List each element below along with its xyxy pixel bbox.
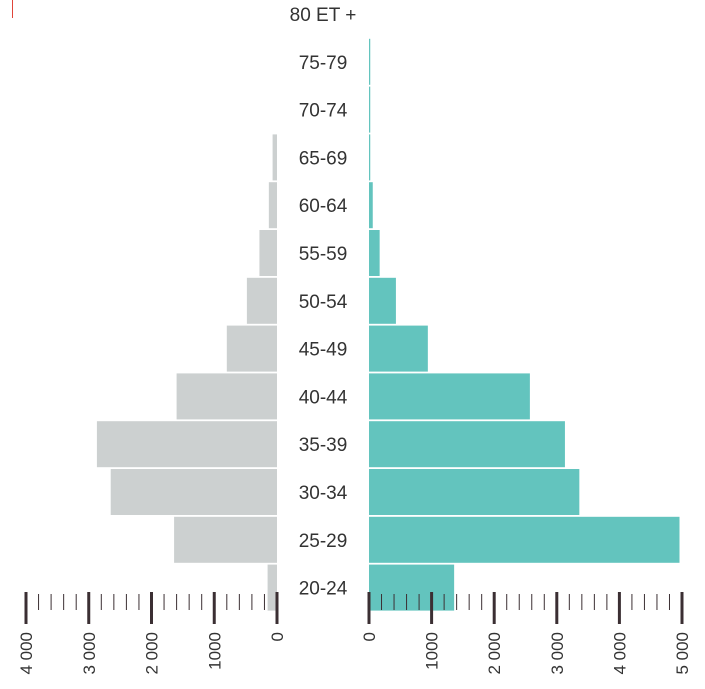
left-axis-tick-label: 4 000	[17, 632, 36, 675]
right-bar-30-34	[369, 469, 580, 515]
left-bar-55-59	[259, 230, 277, 276]
right-bar-60-64	[369, 182, 373, 229]
age-group-label: 25-29	[299, 531, 348, 552]
accent-mark	[12, 0, 13, 18]
left-bar-50-54	[246, 277, 277, 324]
age-group-label: 70-74	[299, 101, 348, 122]
age-group-label: 75-79	[299, 53, 348, 74]
right-bar-25-29	[369, 516, 680, 563]
right-bar-65-69	[369, 134, 371, 181]
age-group-label: 50-54	[299, 292, 348, 313]
left-bar-30-34	[110, 469, 278, 515]
right-bar-50-54	[369, 277, 396, 324]
left-axis-tick-label: 2 000	[143, 632, 162, 675]
right-bar-45-49	[369, 325, 428, 372]
age-group-label: 60-64	[299, 196, 348, 217]
right-bar-75-79	[369, 38, 371, 85]
age-group-label: 30-34	[299, 483, 348, 504]
age-group-label: 80 ET +	[290, 5, 357, 26]
right-axis-tick-label: 1000	[423, 632, 442, 670]
left-bar-45-49	[226, 325, 277, 372]
left-bar-25-29	[174, 516, 277, 563]
left-bar-60-64	[268, 182, 277, 229]
age-group-label: 20-24	[299, 579, 348, 600]
age-group-label: 35-39	[299, 435, 348, 456]
age-group-label: 45-49	[299, 340, 348, 361]
right-bar-20-24	[369, 564, 455, 611]
left-bar-65-69	[272, 134, 277, 181]
left-bar-40-44	[176, 373, 277, 420]
right-bar-40-44	[369, 373, 530, 420]
age-group-label: 65-69	[299, 148, 348, 169]
right-axis-tick-label: 0	[360, 632, 379, 641]
age-group-label: 40-44	[299, 387, 348, 408]
left-bar-20-24	[267, 564, 277, 611]
right-axis-tick-label: 4 000	[610, 632, 629, 675]
right-bar-35-39	[369, 421, 565, 468]
right-axis-tick-label: 5 000	[673, 632, 692, 675]
right-axis-tick-label: 3 000	[548, 632, 567, 675]
left-axis-tick-label: 3 000	[80, 632, 99, 675]
right-bar-70-74	[369, 86, 371, 133]
left-axis-tick-label: 0	[268, 632, 287, 641]
age-group-label: 55-59	[299, 244, 348, 265]
right-bar-55-59	[369, 230, 380, 276]
right-axis-tick-label: 2 000	[485, 632, 504, 675]
left-bar-35-39	[96, 421, 277, 468]
left-axis-tick-label: 1000	[205, 632, 224, 670]
